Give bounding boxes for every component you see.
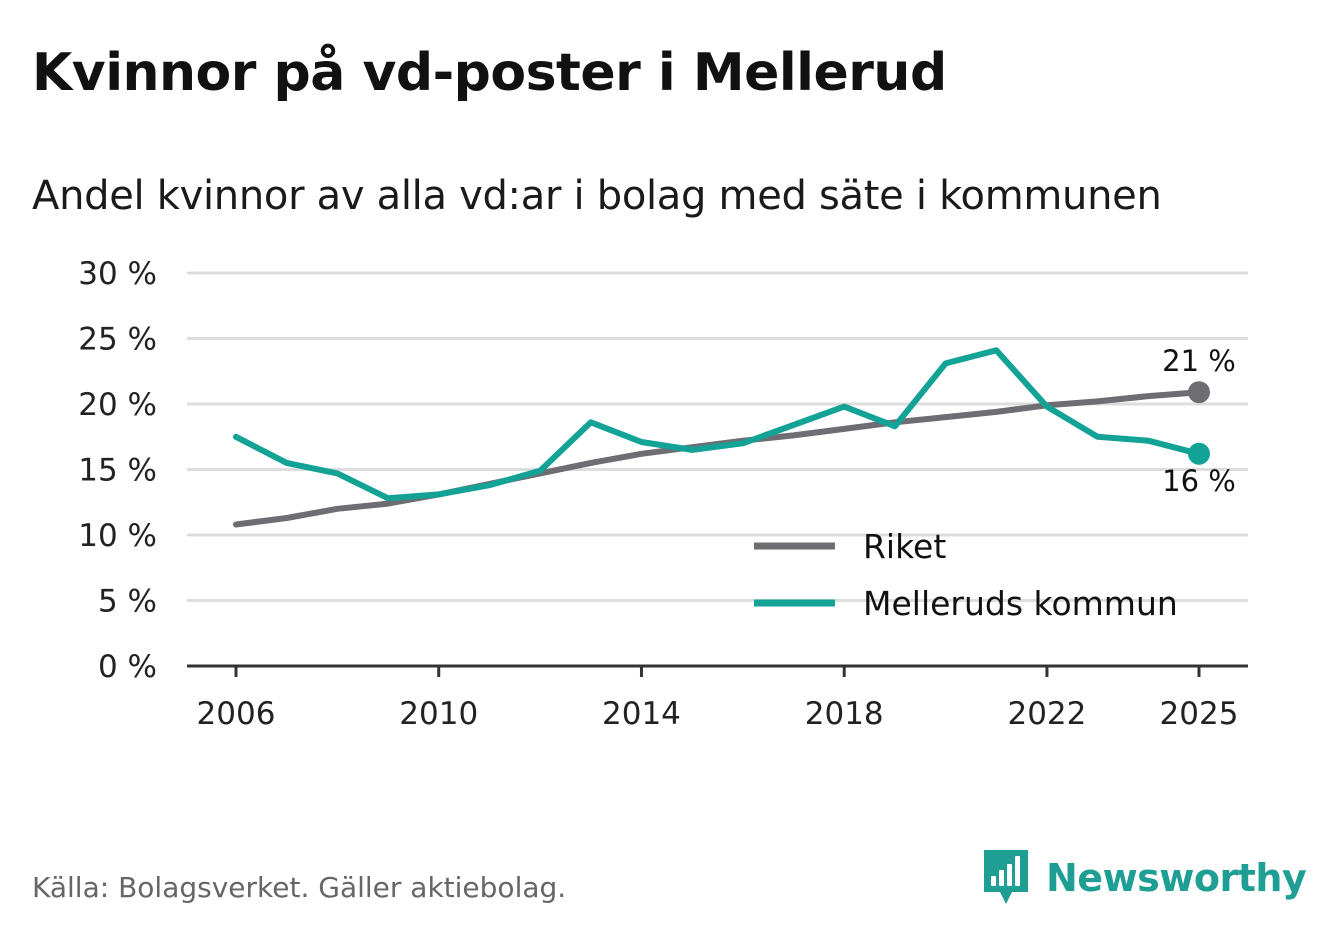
series-lines [233,347,1202,528]
y-tick-label: 30 % [78,256,157,292]
x-tick-label: 2022 [1007,696,1086,732]
end-value-label: 21 % [1162,344,1236,378]
x-tick-label: 2010 [399,696,478,732]
grid-lines [187,271,1248,602]
end-point-marker [1188,381,1210,404]
legend: Riket Melleruds kommun [754,527,1178,623]
y-tick-label: 0 % [98,649,157,685]
y-tick-label: 25 % [78,322,157,358]
chart-subtitle: Andel kvinnor av alla vd:ar i bolag med … [32,173,1162,219]
legend-label: Riket [863,527,946,566]
source-note: Källa: Bolagsverket. Gäller aktiebolag. [32,871,567,904]
x-tick-label: 2018 [805,696,884,732]
y-tick-label: 20 % [78,387,157,423]
y-axis: 0 % 5 % 10 % 15 % 20 % 25 % 30 % [78,256,157,685]
series-line [233,347,1202,502]
end-value-label: 16 % [1162,464,1236,498]
brand-logo: Newsworthy [980,846,1307,910]
y-tick-label: 15 % [78,453,157,489]
end-point-marker [1188,442,1210,465]
legend-label: Melleruds kommun [863,584,1178,623]
chart-title: Kvinnor på vd-poster i Mellerud [32,43,947,103]
x-tick-label: 2006 [197,696,276,732]
end-points: 21 % 16 % [1162,344,1236,498]
y-tick-label: 10 % [78,518,157,554]
line-chart: 0 %5 %10 %15 %20 %25 %30 % 2006 2010 2014 2… [78,256,1248,732]
brand-name: Newsworthy [1046,856,1307,900]
x-tick-label: 2025 [1160,696,1239,732]
newsworthy-bar-chart-icon [984,850,1028,904]
y-tick-label: 5 % [98,584,157,620]
x-axis: 2006 2010 2014 2018 2022 2025 [187,664,1248,732]
x-tick-label: 2014 [602,696,681,732]
